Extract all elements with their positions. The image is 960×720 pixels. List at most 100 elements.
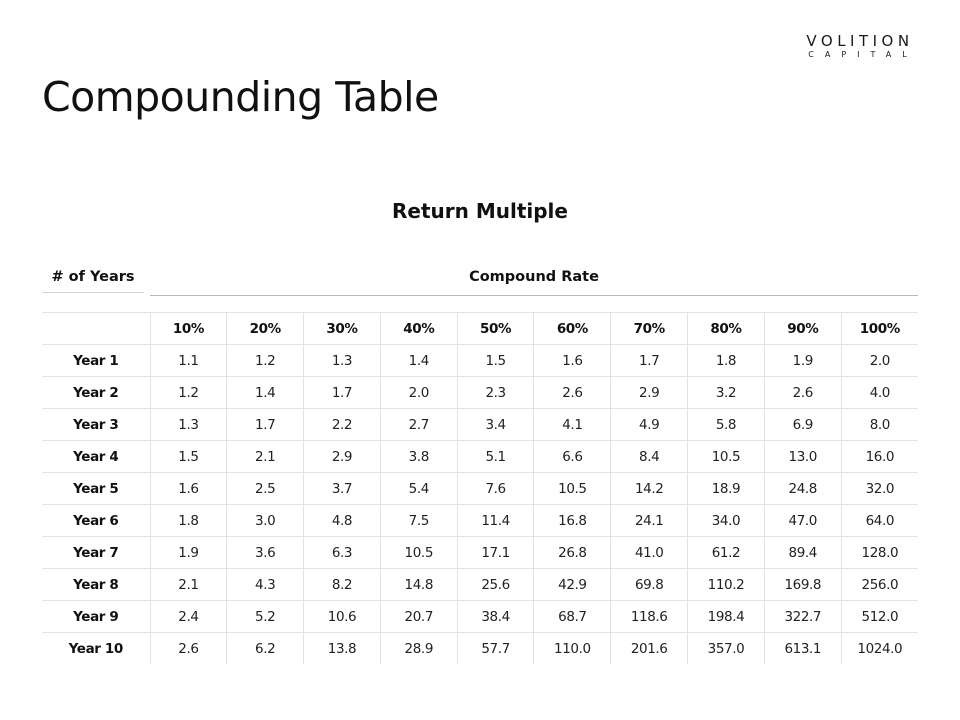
multiple-cell: 68.7 <box>533 600 611 633</box>
multiple-cell: 4.8 <box>303 504 381 537</box>
multiple-cell: 2.9 <box>610 376 688 409</box>
multiple-cell: 2.4 <box>149 600 227 633</box>
multiple-cell: 1.5 <box>149 440 227 473</box>
logo-wordmark: VOLITION <box>806 32 914 50</box>
rate-column-header: 60% <box>533 312 611 345</box>
years-header-divider <box>42 292 144 293</box>
multiple-cell: 201.6 <box>610 632 688 664</box>
table-row: Year 4 1.5 2.1 2.9 3.8 5.1 6.6 8.4 10.5 13.0 16.0 <box>42 440 918 473</box>
rate-column-header: 20% <box>226 312 304 345</box>
multiple-cell: 18.9 <box>687 472 765 505</box>
year-label: Year 3 <box>42 408 150 441</box>
multiple-cell: 512.0 <box>840 600 918 633</box>
multiple-cell: 5.8 <box>687 408 765 441</box>
multiple-cell: 118.6 <box>610 600 688 633</box>
multiple-cell: 4.1 <box>533 408 611 441</box>
table-row: Year 7 1.9 3.6 6.3 10.5 17.1 26.8 41.0 61.2 89.4 1… <box>42 536 918 569</box>
multiple-cell: 1.8 <box>149 504 227 537</box>
multiple-cell: 16.8 <box>533 504 611 537</box>
rate-column-header: 10% <box>149 312 227 345</box>
multiple-cell: 2.3 <box>456 376 534 409</box>
multiple-cell: 2.5 <box>226 472 304 505</box>
multiple-cell: 2.2 <box>303 408 381 441</box>
table-body: Year 1 1.1 1.2 1.3 1.4 1.5 1.6 1.7 1.8 1.9 2.0 Year… <box>42 344 918 664</box>
multiple-cell: 1.4 <box>226 376 304 409</box>
table-row: Year 5 1.6 2.5 3.7 5.4 7.6 10.5 14.2 18.9 24.8 32.… <box>42 472 918 505</box>
multiple-cell: 11.4 <box>456 504 534 537</box>
rate-header-row: 10% 20% 30% 40% 50% 60% 70% 80% 90% 100% <box>42 312 918 345</box>
multiple-cell: 1.6 <box>149 472 227 505</box>
rate-column-header: 80% <box>687 312 765 345</box>
rate-column-header: 70% <box>610 312 688 345</box>
multiple-cell: 10.6 <box>303 600 381 633</box>
table-row: Year 1 1.1 1.2 1.3 1.4 1.5 1.6 1.7 1.8 1.9 2.0 <box>42 344 918 377</box>
compound-rate-header: Compound Rate <box>469 269 599 285</box>
compound-rate-divider <box>150 295 918 296</box>
multiple-cell: 256.0 <box>840 568 918 601</box>
multiple-cell: 1.9 <box>149 536 227 569</box>
multiple-cell: 7.6 <box>456 472 534 505</box>
multiple-cell: 25.6 <box>456 568 534 601</box>
rate-column-header: 40% <box>379 312 458 345</box>
table-row: Year 3 1.3 1.7 2.2 2.7 3.4 4.1 4.9 5.8 6.9 8.0 <box>42 408 918 441</box>
multiple-cell: 4.0 <box>840 376 918 409</box>
multiple-cell: 6.2 <box>226 632 304 664</box>
multiple-cell: 61.2 <box>687 536 765 569</box>
multiple-cell: 32.0 <box>840 472 918 505</box>
multiple-cell: 10.5 <box>533 472 611 505</box>
multiple-cell: 41.0 <box>610 536 688 569</box>
table-row: Year 2 1.2 1.4 1.7 2.0 2.3 2.6 2.9 3.2 2.6 4.0 <box>42 376 918 409</box>
corner-cell <box>42 312 150 345</box>
multiple-cell: 38.4 <box>456 600 534 633</box>
multiple-cell: 20.7 <box>379 600 458 633</box>
multiple-cell: 16.0 <box>840 440 918 473</box>
multiple-cell: 3.4 <box>456 408 534 441</box>
multiple-cell: 10.5 <box>379 536 458 569</box>
multiple-cell: 3.2 <box>687 376 765 409</box>
multiple-cell: 3.0 <box>226 504 304 537</box>
table-row: Year 6 1.8 3.0 4.8 7.5 11.4 16.8 24.1 34.0 47.0 64… <box>42 504 918 537</box>
multiple-cell: 6.3 <box>303 536 381 569</box>
multiple-cell: 110.0 <box>533 632 611 664</box>
multiple-cell: 34.0 <box>687 504 765 537</box>
year-label: Year 1 <box>42 344 150 377</box>
multiple-cell: 2.1 <box>226 440 304 473</box>
rate-column-header: 30% <box>303 312 381 345</box>
multiple-cell: 613.1 <box>763 632 842 664</box>
multiple-cell: 1.4 <box>379 344 458 377</box>
multiple-cell: 13.0 <box>763 440 842 473</box>
year-label: Year 6 <box>42 504 150 537</box>
multiple-cell: 2.9 <box>303 440 381 473</box>
multiple-cell: 1.2 <box>149 376 227 409</box>
multiple-cell: 14.2 <box>610 472 688 505</box>
multiple-cell: 6.6 <box>533 440 611 473</box>
years-column-header: # of Years <box>51 269 135 285</box>
multiple-cell: 3.8 <box>379 440 458 473</box>
multiple-cell: 10.5 <box>687 440 765 473</box>
rate-column-header: 50% <box>456 312 534 345</box>
multiple-cell: 13.8 <box>303 632 381 664</box>
multiple-cell: 169.8 <box>763 568 842 601</box>
compounding-table: 10% 20% 30% 40% 50% 60% 70% 80% 90% 100%… <box>42 312 918 664</box>
multiple-cell: 26.8 <box>533 536 611 569</box>
multiple-cell: 8.2 <box>303 568 381 601</box>
multiple-cell: 2.7 <box>379 408 458 441</box>
multiple-cell: 322.7 <box>763 600 842 633</box>
table-row: Year 9 2.4 5.2 10.6 20.7 38.4 68.7 118.6 198.4 32… <box>42 600 918 633</box>
page-title: Compounding Table <box>42 73 439 121</box>
table-header: 10% 20% 30% 40% 50% 60% 70% 80% 90% 100% <box>42 312 918 345</box>
multiple-cell: 1.2 <box>226 344 304 377</box>
multiple-cell: 1.5 <box>456 344 534 377</box>
multiple-cell: 69.8 <box>610 568 688 601</box>
multiple-cell: 198.4 <box>687 600 765 633</box>
logo-subline: CAPITAL <box>808 50 918 59</box>
multiple-cell: 64.0 <box>840 504 918 537</box>
multiple-cell: 110.2 <box>687 568 765 601</box>
multiple-cell: 128.0 <box>840 536 918 569</box>
multiple-cell: 2.6 <box>533 376 611 409</box>
multiple-cell: 1.7 <box>610 344 688 377</box>
multiple-cell: 4.9 <box>610 408 688 441</box>
multiple-cell: 1.3 <box>149 408 227 441</box>
multiple-cell: 42.9 <box>533 568 611 601</box>
year-label: Year 8 <box>42 568 150 601</box>
